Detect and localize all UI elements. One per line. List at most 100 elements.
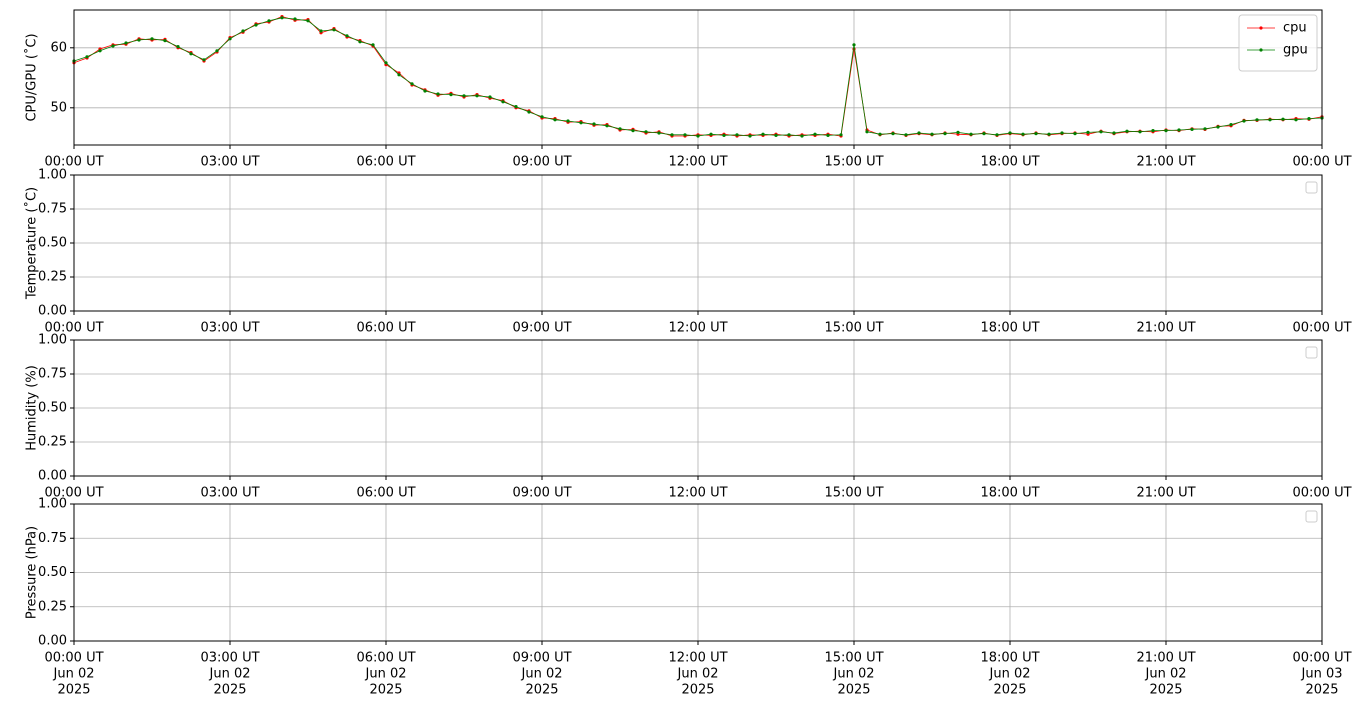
data-point <box>592 122 596 126</box>
data-point <box>670 133 674 137</box>
data-point <box>631 129 635 133</box>
x-tick-label: 18:00 UT <box>980 321 1039 336</box>
data-point <box>1294 118 1298 122</box>
x-tick-label: 09:00 UT <box>512 651 571 666</box>
data-point <box>345 34 349 38</box>
data-point <box>761 132 765 136</box>
data-point <box>969 132 973 136</box>
x-tick-label: 00:00 UT <box>1292 155 1351 170</box>
data-point <box>982 132 986 136</box>
data-point <box>904 133 908 137</box>
data-point <box>1164 129 1168 133</box>
data-point <box>527 110 531 114</box>
y-tick-label: 1.00 <box>38 497 67 512</box>
y-tick-label: 0.25 <box>38 599 67 614</box>
x-tick-label: 12:00 UT <box>668 651 727 666</box>
x-tick-label: 03:00 UT <box>200 155 259 170</box>
data-point <box>748 134 752 138</box>
data-point <box>722 133 726 137</box>
data-point <box>332 28 336 32</box>
data-point <box>306 19 310 23</box>
data-point <box>488 95 492 99</box>
x-tick-label: 09:00 UT <box>512 155 571 170</box>
data-point <box>1190 127 1194 131</box>
data-point <box>1008 131 1012 135</box>
x-tick-label: 2025 <box>369 683 402 698</box>
empty-legend <box>1305 181 1318 194</box>
subplot: 0.00 0.25 0.50 0.75 1.00 00:00 UT 03:00 UT 06:0… <box>24 168 1352 336</box>
data-point <box>501 100 505 104</box>
data-point <box>1177 128 1181 132</box>
legend-label: cpu <box>1283 21 1307 36</box>
data-point <box>423 89 427 93</box>
x-tick-label: 18:00 UT <box>980 486 1039 501</box>
y-tick-label: 1.00 <box>38 333 67 348</box>
y-tick-label: 50 <box>50 100 67 115</box>
data-point <box>150 37 154 41</box>
y-axis-label: Humidity (%) <box>25 365 40 451</box>
data-point <box>397 73 401 77</box>
x-tick-label: 12:00 UT <box>668 321 727 336</box>
x-tick-label: 06:00 UT <box>356 651 415 666</box>
data-point <box>1138 130 1142 134</box>
x-tick-label: 03:00 UT <box>200 486 259 501</box>
x-tick-label: 2025 <box>681 683 714 698</box>
data-point <box>1268 118 1272 122</box>
x-tick-label: Jun 02 <box>209 667 251 682</box>
plot-frame <box>73 174 1323 312</box>
data-point <box>579 121 583 125</box>
x-tick-label: 06:00 UT <box>356 486 415 501</box>
x-tick-label: 21:00 UT <box>1136 486 1195 501</box>
x-tick-label: Jun 02 <box>53 667 95 682</box>
data-point <box>1034 132 1038 136</box>
data-point <box>995 133 999 137</box>
data-point <box>800 134 804 138</box>
x-tick-label: Jun 03 <box>1301 667 1343 682</box>
subplot: 0.00 0.25 0.50 0.75 1.00 00:00 UT 03:00 UT 06:0… <box>25 333 1352 501</box>
data-point <box>1047 132 1051 136</box>
data-point <box>241 29 245 33</box>
data-point <box>657 131 661 135</box>
data-point <box>111 44 115 48</box>
x-tick-label: 15:00 UT <box>824 651 883 666</box>
x-tick-label: Jun 02 <box>1145 667 1187 682</box>
data-point <box>1112 131 1116 135</box>
x-tick-label: 12:00 UT <box>668 486 727 501</box>
data-point <box>787 133 791 137</box>
data-point <box>1125 129 1129 133</box>
data-point <box>878 132 882 136</box>
data-point <box>618 127 622 131</box>
empty-legend <box>1305 510 1318 523</box>
data-point <box>644 130 648 134</box>
x-tick-label: 03:00 UT <box>200 321 259 336</box>
x-tick-label: 2025 <box>993 683 1026 698</box>
data-point <box>176 45 180 49</box>
x-tick-label: 00:00 UT <box>1292 486 1351 501</box>
data-point <box>163 39 167 43</box>
data-point <box>267 19 271 23</box>
data-point <box>813 132 817 136</box>
data-point <box>1242 119 1246 123</box>
data-point <box>930 132 934 136</box>
data-point <box>475 94 479 98</box>
data-point <box>1060 131 1064 135</box>
data-point <box>865 130 869 134</box>
data-point <box>891 132 895 136</box>
x-tick-label: Jun 02 <box>365 667 407 682</box>
data-point <box>1151 129 1155 133</box>
data-point <box>709 132 713 136</box>
y-tick-label: 0.25 <box>38 270 67 285</box>
y-axis-label: Temperature (˚C) <box>24 187 40 300</box>
y-tick-label: 0.50 <box>38 401 67 416</box>
x-tick-label: 15:00 UT <box>824 155 883 170</box>
x-tick-label: 21:00 UT <box>1136 155 1195 170</box>
plot-frame <box>73 503 1323 642</box>
data-point <box>228 37 232 41</box>
x-tick-label: 2025 <box>1305 683 1338 698</box>
y-tick-label: 0.00 <box>38 469 67 484</box>
data-point <box>826 133 830 137</box>
data-point <box>1281 117 1285 121</box>
x-tick-label: 00:00 UT <box>44 651 103 666</box>
data-point <box>462 94 466 98</box>
